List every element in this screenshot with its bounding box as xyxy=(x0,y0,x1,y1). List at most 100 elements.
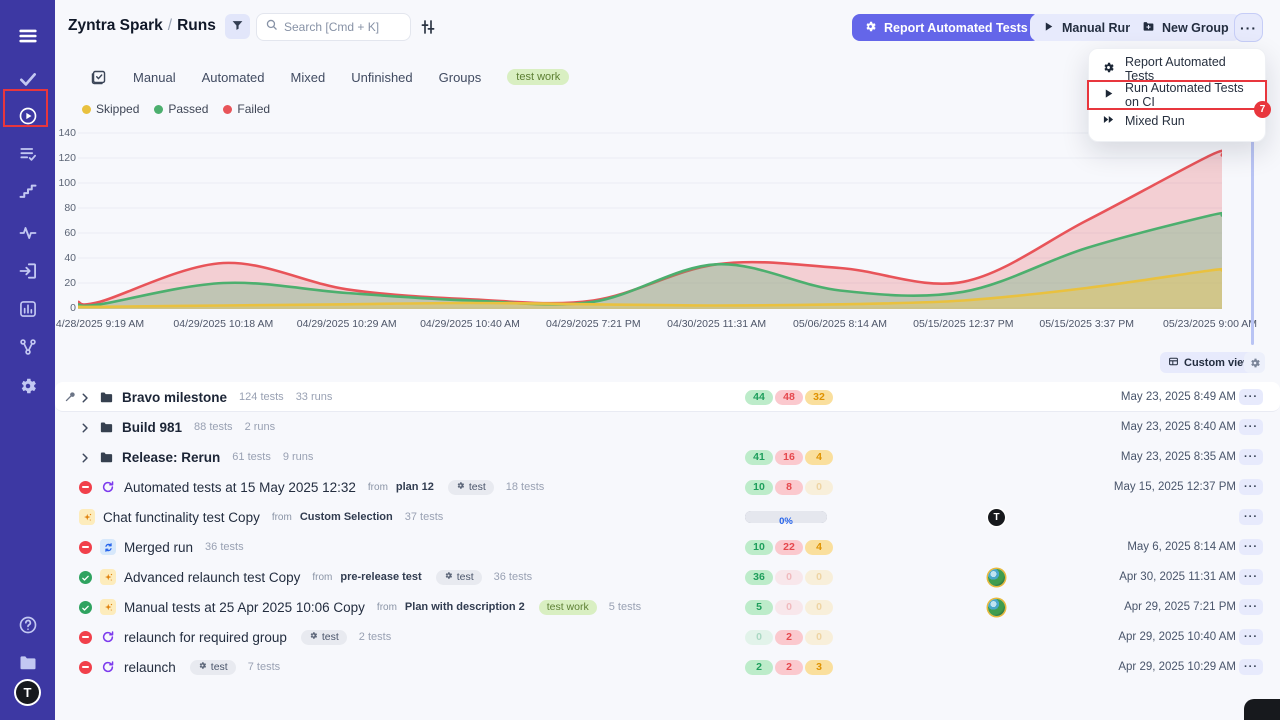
sidebar-check-icon[interactable] xyxy=(0,60,55,98)
chevron-right-icon[interactable] xyxy=(79,391,91,403)
manual-run-icon xyxy=(100,569,116,585)
table-row[interactable]: Chat functinality test Copy from Custom Se… xyxy=(55,502,1280,532)
row-more-button[interactable]: ··· xyxy=(1239,539,1263,555)
y-tick-label: 100 xyxy=(58,177,76,189)
row-more-button[interactable]: ··· xyxy=(1239,569,1263,585)
run-title[interactable]: relaunch xyxy=(124,659,176,675)
table-row[interactable]: Merged run 36 tests 10 22 4 May 6, 2025 8:14 … xyxy=(55,532,1280,562)
run-title[interactable]: Advanced relaunch test Copy xyxy=(124,569,301,585)
sliders-icon[interactable] xyxy=(419,18,437,36)
menu-item[interactable]: Report Automated Tests xyxy=(1089,55,1265,83)
table-row[interactable]: Bravo milestone 124 tests 33 runs 44 48 32 May… xyxy=(55,382,1280,412)
table-row[interactable]: Advanced relaunch test Copy from pre-relea… xyxy=(55,562,1280,592)
gear-icon xyxy=(309,631,318,643)
tag-badge: test work xyxy=(538,599,597,615)
menu-item[interactable]: Mixed Run xyxy=(1089,108,1265,134)
search-input[interactable] xyxy=(284,20,402,34)
row-more-button[interactable]: ··· xyxy=(1239,389,1263,405)
manual-run-button[interactable]: Manual Run xyxy=(1030,14,1145,41)
select-runs-icon[interactable] xyxy=(90,69,107,86)
source-plan-name[interactable]: Plan with description 2 xyxy=(404,601,525,613)
tag-filter-badge[interactable]: test work xyxy=(507,69,570,85)
tab-unfinished[interactable]: Unfinished xyxy=(351,69,413,85)
run-title[interactable]: Automated tests at 15 May 2025 12:32 xyxy=(124,479,356,495)
gear-icon xyxy=(1102,61,1115,77)
chart-scrollbar[interactable] xyxy=(1251,112,1254,345)
sidebar-bar-chart-icon[interactable] xyxy=(0,290,55,328)
sidebar-hamburger-menu-icon[interactable] xyxy=(0,17,55,55)
new-group-button[interactable]: New Group xyxy=(1130,14,1241,41)
sidebar-list-check-icon[interactable] xyxy=(0,135,55,173)
chat-widget[interactable] xyxy=(1244,699,1280,720)
run-title[interactable]: relaunch for required group xyxy=(124,629,287,645)
view-settings-gear-icon[interactable] xyxy=(1244,352,1265,373)
tag-badge: test xyxy=(435,569,482,585)
gear-icon xyxy=(444,571,453,583)
automated-run-icon xyxy=(100,479,116,495)
sidebar-pulse-icon[interactable] xyxy=(0,214,55,252)
row-more-button[interactable]: ··· xyxy=(1239,599,1263,615)
filter-button[interactable] xyxy=(225,14,250,39)
table-row[interactable]: Build 981 88 tests 2 runs May 23, 2025 8:40… xyxy=(55,412,1280,442)
table-row[interactable]: Manual tests at 25 Apr 2025 10:06 Copy fr… xyxy=(55,592,1280,622)
legend-item[interactable]: Passed xyxy=(154,102,208,116)
brand-logo[interactable]: T xyxy=(14,679,41,706)
source-plan-name[interactable]: plan 12 xyxy=(395,481,434,493)
chevron-right-icon[interactable] xyxy=(79,451,91,463)
row-more-button[interactable]: ··· xyxy=(1239,629,1263,645)
custom-view-button[interactable]: Custom view xyxy=(1160,352,1260,373)
run-group-title[interactable]: Build 981 xyxy=(122,419,183,435)
automated-run-icon xyxy=(100,629,116,645)
more-actions-button[interactable]: ··· xyxy=(1235,14,1262,41)
sidebar-gear-icon[interactable] xyxy=(0,367,55,405)
breadcrumb-project[interactable]: Zyntra Spark xyxy=(68,17,163,34)
sidebar-branch-icon[interactable] xyxy=(0,328,55,366)
tests-count: 36 tests xyxy=(493,571,533,583)
button-label: Custom view xyxy=(1184,356,1252,369)
tab-manual[interactable]: Manual xyxy=(133,69,176,85)
sidebar-help-circle-icon[interactable] xyxy=(0,606,55,644)
run-group-title[interactable]: Release: Rerun xyxy=(122,449,221,465)
status-failed-icon xyxy=(79,660,92,674)
report-automated-tests-button[interactable]: Report Automated Tests xyxy=(852,14,1040,41)
x-tick-label: 05/06/2025 8:14 AM xyxy=(793,318,887,330)
count-pill-red: 22 xyxy=(775,539,803,555)
tag-label: test xyxy=(321,631,339,643)
sidebar-play-circle-icon[interactable] xyxy=(0,97,55,135)
x-tick-label: 04/30/2025 11:31 AM xyxy=(667,318,767,330)
from-label: from xyxy=(367,481,388,493)
menu-item[interactable]: Run Automated Tests on CI 7 xyxy=(1087,80,1271,118)
source-plan-name[interactable]: Custom Selection xyxy=(299,511,393,523)
chevron-right-icon[interactable] xyxy=(79,421,91,433)
run-title[interactable]: Manual tests at 25 Apr 2025 10:06 Copy xyxy=(124,599,365,615)
table-row[interactable]: relaunch test 7 tests 2 2 3 Apr 29, 2025 10:29… xyxy=(55,652,1280,682)
folder-icon xyxy=(99,420,114,435)
sidebar-folder-icon[interactable] xyxy=(0,644,55,682)
sidebar-import-icon[interactable] xyxy=(0,252,55,290)
status-passed-icon xyxy=(79,600,92,614)
row-more-button[interactable]: ··· xyxy=(1239,419,1263,435)
row-more-button[interactable]: ··· xyxy=(1239,509,1263,525)
table-row[interactable]: Automated tests at 15 May 2025 12:32 from… xyxy=(55,472,1280,502)
row-more-button[interactable]: ··· xyxy=(1239,449,1263,465)
legend-item[interactable]: Failed xyxy=(223,102,270,116)
row-more-button[interactable]: ··· xyxy=(1239,659,1263,675)
runs-count: 9 runs xyxy=(282,451,314,463)
menu-item-label: Report Automated Tests xyxy=(1125,55,1226,83)
x-tick-label: 05/15/2025 3:37 PM xyxy=(1039,318,1134,330)
run-group-title[interactable]: Bravo milestone xyxy=(122,389,228,405)
table-row[interactable]: Release: Rerun 61 tests 9 runs 41 16 4 May 23,… xyxy=(55,442,1280,472)
tab-automated[interactable]: Automated xyxy=(201,69,265,85)
run-title[interactable]: Merged run xyxy=(124,539,194,555)
count-pill-green: 44 xyxy=(745,389,773,405)
table-row[interactable]: relaunch for required group test 2 tests 0 2… xyxy=(55,622,1280,652)
source-plan-name[interactable]: pre-release test xyxy=(340,571,422,583)
tab-groups[interactable]: Groups xyxy=(438,69,482,85)
run-title[interactable]: Chat functinality test Copy xyxy=(103,509,260,525)
legend-item[interactable]: Skipped xyxy=(82,102,139,116)
tab-mixed[interactable]: Mixed xyxy=(290,69,326,85)
row-more-button[interactable]: ··· xyxy=(1239,479,1263,495)
sidebar-steps-icon[interactable] xyxy=(0,172,55,210)
tag-label: test xyxy=(210,661,228,673)
